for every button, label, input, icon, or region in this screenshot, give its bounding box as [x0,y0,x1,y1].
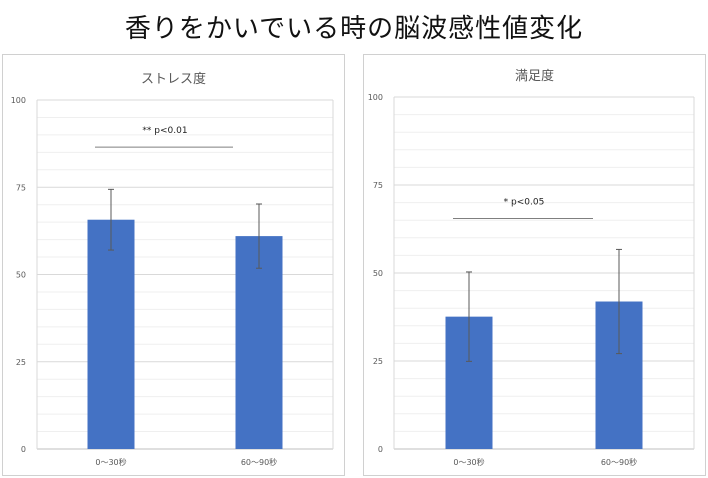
y-tick-label: 25 [16,358,26,367]
page-title: 香りをかいでいる時の脳波感性値変化 [124,14,584,44]
x-category-label: 60〜90秒 [241,457,277,467]
chart-panel-satisfaction: 満足度 0 25 50 75 100 0〜30秒 60〜90秒 * p<0.05 [363,54,706,476]
y-tick-label: 50 [373,269,383,278]
significance-label: ** p<0.01 [142,126,187,136]
y-tick-label: 75 [373,181,383,190]
y-tick-label: 50 [16,271,26,280]
stress-bar-chart: 0 25 50 75 100 0〜30秒 60〜90秒 ** p<0.01 [11,96,334,467]
y-tick-label: 75 [16,183,26,192]
bar [235,236,283,449]
y-tick-label: 0 [378,445,383,454]
x-category-label: 0〜30秒 [453,457,484,467]
y-tick-label: 25 [373,357,383,366]
chart-title: 満足度 [514,69,554,84]
y-tick-label: 100 [368,93,383,102]
significance-label: * p<0.05 [504,197,545,207]
x-category-label: 60〜90秒 [601,457,637,467]
satisfaction-bar-chart: 0 25 50 75 100 0〜30秒 60〜90秒 * p<0.05 [368,93,695,467]
chart-title: ストレス度 [140,72,206,87]
y-tick-label: 100 [11,96,26,105]
x-category-label: 0〜30秒 [95,457,126,467]
chart-panel-stress: ストレス度 0 25 50 75 100 0〜30秒 60〜90秒 ** p<0.01 [2,54,345,476]
bar [87,219,135,449]
y-tick-label: 0 [21,445,26,454]
